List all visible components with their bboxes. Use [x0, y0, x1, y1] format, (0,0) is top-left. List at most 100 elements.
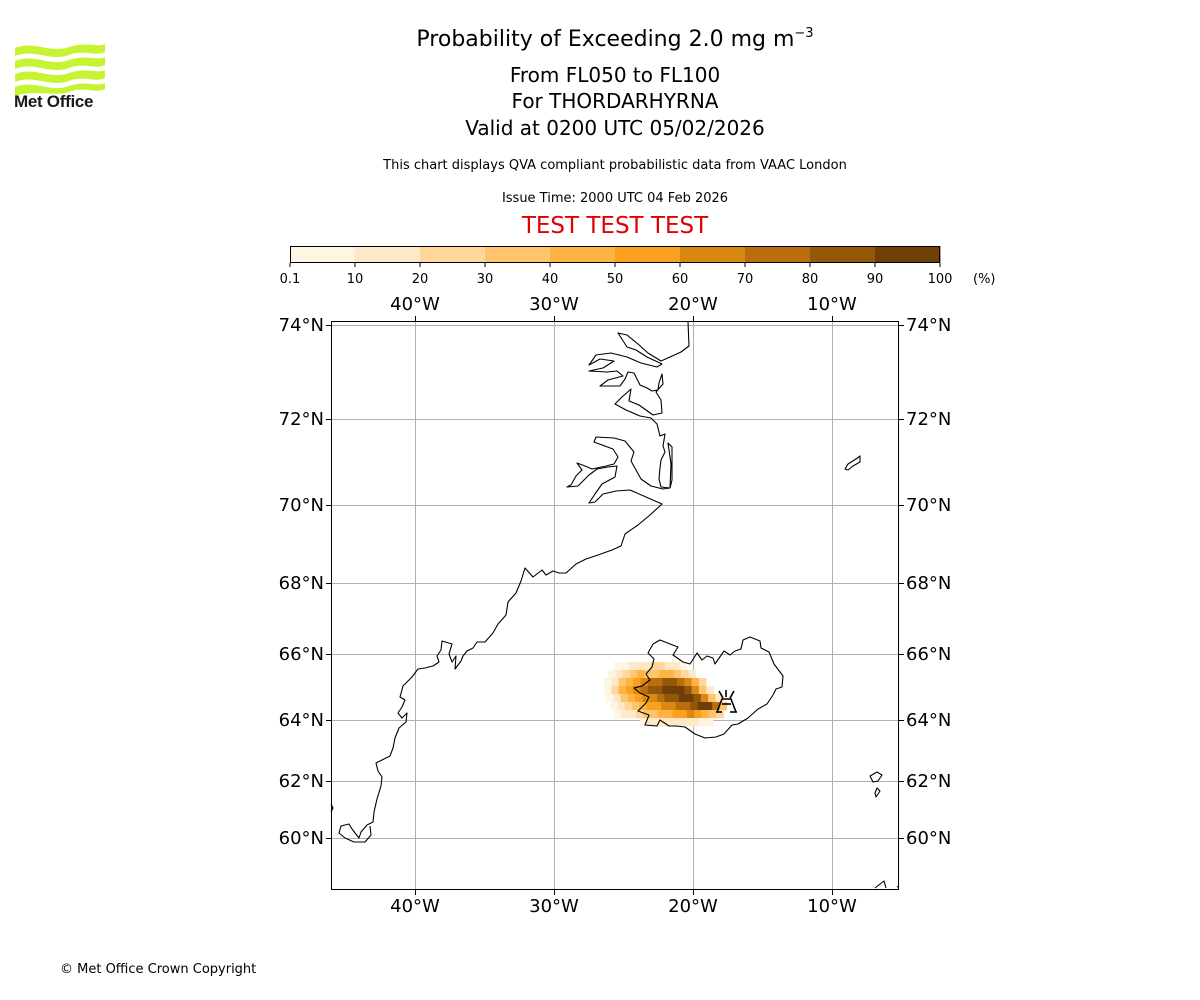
probability-cell [704, 702, 713, 711]
colorbar-segment [355, 246, 421, 263]
probability-cell [618, 686, 627, 695]
probability-cell [649, 694, 658, 703]
lat-label: 62°N [279, 771, 324, 792]
probability-cell [708, 710, 717, 719]
probability-cell [611, 678, 619, 687]
probability-cell [712, 702, 720, 711]
colorbar-unit: (%) [973, 272, 996, 287]
probability-cell [635, 662, 644, 671]
probability-cell [633, 678, 641, 687]
probability-cell [662, 686, 670, 695]
probability-cell [610, 702, 618, 711]
longitude-labels-bottom: 40°W 30°W 20°W 10°W [390, 890, 857, 917]
probability-cell [668, 702, 676, 711]
iceland-coast [633, 636, 784, 739]
probability-cell [683, 718, 692, 727]
probability-cell [614, 662, 622, 671]
probability-cell [655, 678, 663, 687]
probability-cell [719, 702, 728, 711]
lon-label: 30°W [529, 294, 579, 315]
probability-cell [661, 718, 670, 727]
probability-cell [647, 718, 655, 727]
probability-cell [661, 702, 669, 711]
colorbar-segment [485, 246, 551, 263]
probability-cell [613, 694, 621, 703]
probability-cell [687, 710, 695, 719]
colorbar-segment [615, 246, 681, 263]
lat-label: 66°N [279, 644, 324, 665]
probability-cell [628, 662, 637, 671]
probability-cell [640, 678, 649, 687]
colorbar: 0.1 10 20 30 40 50 60 70 80 90 100 [280, 246, 952, 287]
probability-cell [675, 702, 684, 711]
colorbar-segment [420, 246, 486, 263]
probability-cell [635, 710, 644, 719]
lat-label: 72°N [906, 409, 951, 430]
probability-cell [669, 718, 677, 727]
probability-cell [631, 702, 640, 711]
colorbar-segment [810, 246, 876, 263]
lat-label: 64°N [279, 710, 324, 731]
lat-label: 66°N [906, 644, 951, 665]
logo-text: Met Office [14, 92, 94, 111]
probability-cell [615, 670, 623, 679]
map-panel [330, 321, 900, 890]
probability-cell [684, 678, 692, 687]
probability-cell [614, 710, 622, 719]
probability-cell [666, 670, 674, 679]
colorbar-tick-label: 90 [867, 272, 884, 287]
probability-cell [671, 694, 680, 703]
volcano-name: For THORDARHYRNA [511, 89, 719, 113]
probability-cell [659, 670, 667, 679]
colorbar-segment [745, 246, 811, 263]
lat-label: 70°N [279, 495, 324, 516]
probability-cell [621, 662, 629, 671]
probability-cell [700, 694, 709, 703]
probability-cell [606, 694, 614, 703]
lon-label: 20°W [668, 294, 718, 315]
colorbar-tick-label: 70 [737, 272, 754, 287]
probability-cell [627, 694, 636, 703]
probability-cell [628, 710, 637, 719]
latitude-labels-right: 74°N 72°N 70°N 68°N 66°N 64°N 62°N 60°N [899, 315, 951, 849]
met-office-logo [15, 44, 105, 96]
probability-cell [650, 662, 659, 671]
probability-cell [618, 678, 627, 687]
probability-cell [676, 718, 685, 727]
probability-cell [693, 694, 702, 703]
probability-cell [635, 694, 643, 703]
lat-label: 70°N [906, 495, 951, 516]
probability-cell [672, 662, 680, 671]
probability-cell [653, 702, 662, 711]
probability-cell [672, 710, 680, 719]
probability-cell [715, 694, 724, 703]
probability-cell [621, 710, 629, 719]
probability-cell [651, 670, 660, 679]
probability-cell [662, 678, 670, 687]
lon-label: 30°W [529, 896, 579, 917]
lat-label: 68°N [906, 573, 951, 594]
lon-label: 40°W [390, 294, 440, 315]
probability-cell [684, 686, 692, 695]
jan-mayen-coast [844, 455, 861, 471]
colorbar-segment [290, 246, 356, 263]
probability-cell [664, 694, 672, 703]
probability-cell [643, 662, 651, 671]
faroe-islands-coast [869, 771, 883, 783]
colorbar-segment [680, 246, 746, 263]
probability-cell [642, 694, 651, 703]
probability-cell [657, 662, 666, 671]
probability-cell [657, 710, 666, 719]
probability-cell [688, 670, 696, 679]
lon-label: 20°W [668, 896, 718, 917]
colorbar-tick-label: 0.1 [280, 272, 301, 287]
probability-cell [697, 702, 706, 711]
chart-description: This chart displays QVA compliant probab… [383, 158, 847, 173]
probability-cell [694, 710, 702, 719]
flight-levels: From FL050 to FL100 [509, 63, 721, 87]
probability-cell [640, 718, 648, 727]
probability-cell [637, 670, 645, 679]
lon-label: 40°W [390, 896, 440, 917]
colorbar-segment [550, 246, 616, 263]
lon-label: 10°W [807, 294, 857, 315]
